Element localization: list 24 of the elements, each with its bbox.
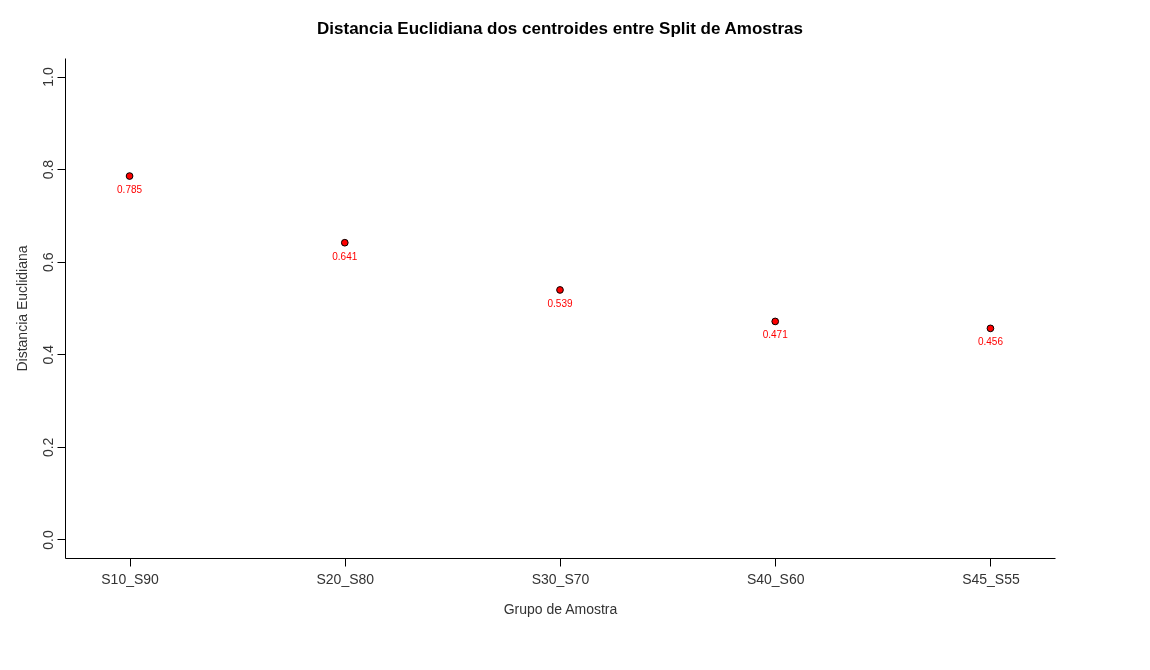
x-axis-title: Grupo de Amostra [503, 600, 618, 617]
y-tick-label: 0.2 [39, 437, 56, 458]
data-label: 0.641 [332, 250, 358, 262]
x-tick-label: S10_S90 [101, 570, 160, 587]
x-tick-label: S45_S55 [962, 570, 1020, 587]
data-label: 0.456 [977, 336, 1004, 348]
point [556, 286, 564, 294]
x-tick-label: S20_S80 [316, 570, 375, 587]
y-tick-label: 0.0 [39, 530, 56, 550]
data-label: 0.471 [762, 329, 789, 341]
y-tick-label: 1.0 [39, 67, 56, 87]
y-axis-title: Distancia Euclidiana [13, 245, 30, 372]
point [986, 324, 995, 333]
y-tick-label: 0.8 [39, 159, 56, 180]
y-tick-label: 0.6 [39, 252, 56, 272]
x-tick-label: S30_S70 [531, 570, 590, 587]
x-tick-label: S40_S60 [746, 570, 805, 587]
data-label: 0.539 [547, 297, 573, 309]
data-label: 0.785 [117, 184, 143, 196]
point [771, 317, 780, 326]
point [125, 172, 134, 180]
chart-title: Distancia Euclidiana dos centroides entre Split de Amostras [317, 19, 803, 38]
y-tick-label: 0.4 [39, 344, 56, 365]
point [340, 238, 349, 247]
